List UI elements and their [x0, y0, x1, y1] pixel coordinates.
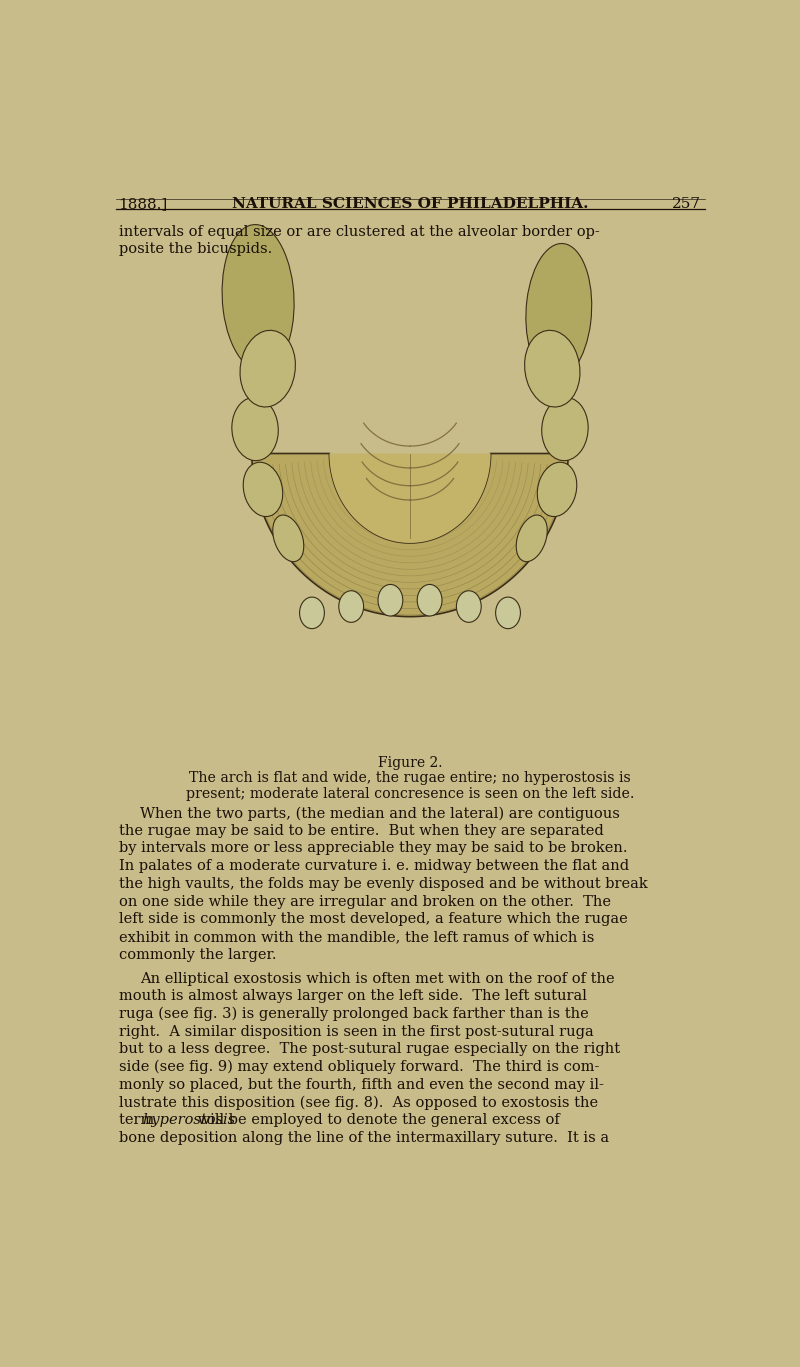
Ellipse shape	[418, 585, 442, 617]
Ellipse shape	[378, 585, 402, 617]
Text: NATURAL SCIENCES OF PHILADELPHIA.: NATURAL SCIENCES OF PHILADELPHIA.	[232, 197, 588, 211]
Ellipse shape	[457, 591, 482, 622]
Text: mouth is almost always larger on the left side.  The left sutural: mouth is almost always larger on the lef…	[118, 990, 586, 1003]
Text: intervals of equal size or are clustered at the alveolar border op-: intervals of equal size or are clustered…	[118, 226, 599, 239]
Text: When the two parts, (the median and the lateral) are contiguous: When the two parts, (the median and the …	[140, 807, 620, 820]
Text: posite the bicuspids.: posite the bicuspids.	[118, 242, 272, 256]
Text: left side is commonly the most developed, a feature which the rugae: left side is commonly the most developed…	[118, 912, 627, 927]
Text: The arch is flat and wide, the rugae entire; no hyperostosis is: The arch is flat and wide, the rugae ent…	[189, 771, 631, 786]
Text: term: term	[118, 1113, 158, 1126]
Ellipse shape	[243, 462, 282, 517]
Ellipse shape	[526, 243, 592, 379]
Polygon shape	[330, 454, 490, 543]
Ellipse shape	[240, 331, 295, 407]
Text: lustrate this disposition (see fig. 8).  As opposed to exostosis the: lustrate this disposition (see fig. 8). …	[118, 1095, 598, 1110]
Ellipse shape	[232, 398, 278, 461]
Ellipse shape	[525, 331, 580, 407]
Polygon shape	[252, 454, 568, 617]
Text: bone deposition along the line of the intermaxillary suture.  It is a: bone deposition along the line of the in…	[118, 1131, 609, 1144]
Ellipse shape	[338, 591, 363, 622]
Text: monly so placed, but the fourth, fifth and even the second may il-: monly so placed, but the fourth, fifth a…	[118, 1077, 603, 1092]
Text: by intervals more or less appreciable they may be said to be broken.: by intervals more or less appreciable th…	[118, 842, 627, 856]
Text: Figure 2.: Figure 2.	[378, 756, 442, 770]
Ellipse shape	[496, 597, 521, 629]
Text: side (see fig. 9) may extend obliquely forward.  The third is com-: side (see fig. 9) may extend obliquely f…	[118, 1059, 599, 1074]
Ellipse shape	[222, 224, 294, 370]
Text: will be employed to denote the general excess of: will be employed to denote the general e…	[193, 1113, 560, 1126]
Text: the rugae may be said to be entire.  But when they are separated: the rugae may be said to be entire. But …	[118, 824, 603, 838]
Text: right.  A similar disposition is seen in the first post-sutural ruga: right. A similar disposition is seen in …	[118, 1025, 594, 1039]
Text: ruga (see fig. 3) is generally prolonged back farther than is the: ruga (see fig. 3) is generally prolonged…	[118, 1007, 588, 1021]
Text: present; moderate lateral concresence is seen on the left side.: present; moderate lateral concresence is…	[186, 787, 634, 801]
Ellipse shape	[299, 597, 324, 629]
Ellipse shape	[538, 462, 577, 517]
Text: on one side while they are irregular and broken on the other.  The: on one side while they are irregular and…	[118, 894, 610, 909]
Text: the high vaults, the folds may be evenly disposed and be without break: the high vaults, the folds may be evenly…	[118, 876, 647, 891]
Ellipse shape	[516, 515, 547, 562]
Ellipse shape	[542, 398, 588, 461]
Text: but to a less degree.  The post-sutural rugae especially on the right: but to a less degree. The post-sutural r…	[118, 1042, 620, 1057]
Text: hyperostosis: hyperostosis	[142, 1113, 235, 1126]
Ellipse shape	[273, 515, 304, 562]
Text: commonly the larger.: commonly the larger.	[118, 947, 276, 961]
Text: 257: 257	[672, 197, 702, 211]
Text: In palates of a moderate curvature i. e. midway between the flat and: In palates of a moderate curvature i. e.…	[118, 860, 629, 874]
Text: exhibit in common with the mandible, the left ramus of which is: exhibit in common with the mandible, the…	[118, 930, 594, 943]
Text: 1888.]: 1888.]	[118, 197, 168, 211]
Text: An elliptical exostosis which is often met with on the roof of the: An elliptical exostosis which is often m…	[140, 972, 615, 986]
